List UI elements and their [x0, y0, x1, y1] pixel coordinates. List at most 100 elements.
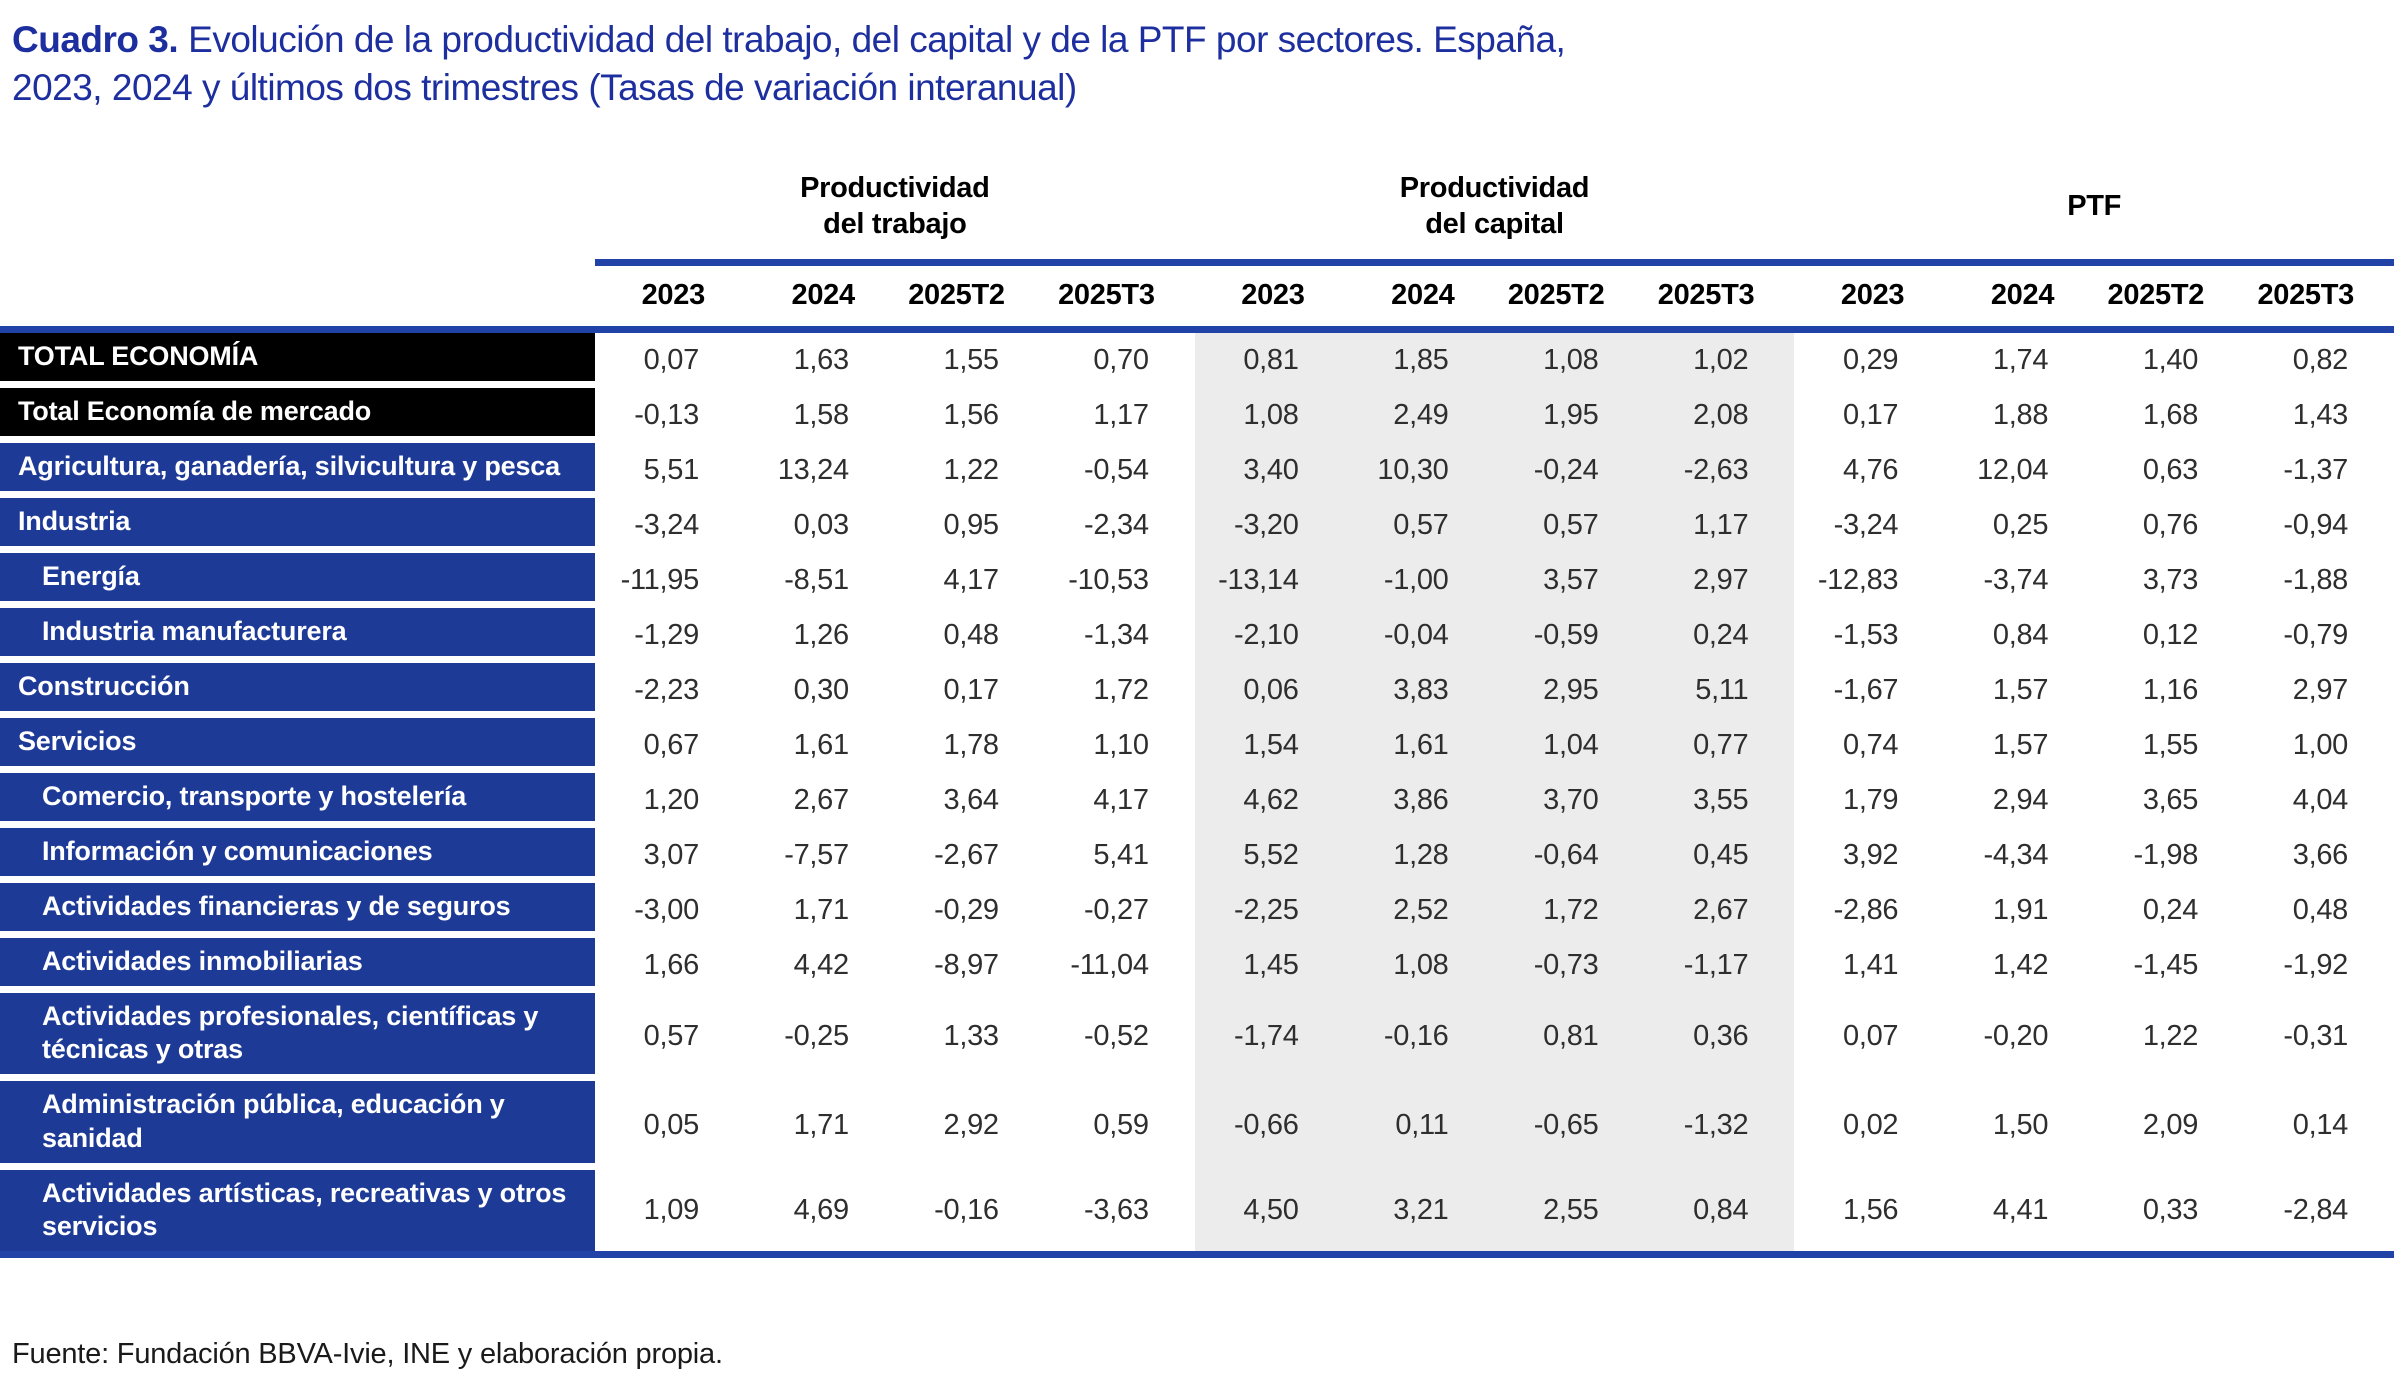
row-label-cell: TOTAL ECONOMÍA: [0, 332, 595, 388]
value-cell: -1,92: [2283, 948, 2348, 981]
value-cell: 13,24: [777, 453, 849, 486]
value-cell: 4,62: [1194, 772, 1345, 828]
value-cell: -0,29: [934, 893, 999, 926]
value-cell: -4,34: [1983, 838, 2049, 871]
row-label: Actividades financieras y de seguros: [0, 882, 595, 931]
year-column-header: 2025T3: [1657, 278, 1755, 311]
row-label: Comercio, transporte y hostelería: [0, 772, 595, 821]
row-label: Construcción: [0, 662, 595, 711]
value-cell: 1,26: [793, 618, 850, 651]
value-cell: -7,57: [784, 838, 849, 871]
value-cell: -0,25: [784, 1020, 849, 1053]
value-cell: 1,78: [943, 728, 1000, 761]
value-cell: 1,63: [793, 343, 850, 376]
value-cell: 1,74: [1992, 343, 2049, 376]
value-cell: -0,20: [1983, 1020, 2049, 1053]
value-cell: 1,88: [1992, 398, 2049, 431]
value-cell: 0,81: [1194, 332, 1345, 388]
value-cell: 0,70: [1093, 343, 1149, 376]
value-cell: 1,22: [2142, 1020, 2199, 1053]
value-cell: 1,00: [2292, 728, 2349, 761]
value-cell: 1,85: [1344, 332, 1495, 388]
value-cell: -0,54: [1084, 453, 1149, 486]
value-cell: -0,65: [1494, 1081, 1645, 1170]
value-cell: -0,79: [2283, 618, 2348, 651]
row-label: Energía: [0, 552, 595, 601]
value-cell: -0,27: [1084, 893, 1149, 926]
value-cell: 0,03: [793, 508, 850, 541]
value-cell: 1,61: [793, 728, 850, 761]
value-cell: -11,04: [1070, 948, 1149, 981]
value-cell: -0,66: [1194, 1081, 1345, 1170]
value-cell: 0,11: [1344, 1081, 1495, 1170]
row-label-cell: Actividades artísticas, recreativas y ot…: [0, 1169, 595, 1252]
column-group-row: Productividad del trabajo Productividad d…: [595, 148, 2394, 259]
value-cell: 0,82: [2292, 343, 2349, 376]
value-cell: 1,50: [1992, 1108, 2049, 1141]
value-cell: 0,24: [1644, 607, 1795, 663]
value-cell: 1,57: [1992, 728, 2049, 761]
row-label: Industria manufacturera: [0, 607, 595, 656]
value-cell: -0,94: [2283, 508, 2348, 541]
value-cell: -2,34: [1084, 508, 1149, 541]
row-label: Total Economía de mercado: [0, 387, 595, 436]
value-cell: -1,17: [1644, 937, 1795, 993]
value-cell: -0,73: [1494, 937, 1645, 993]
value-cell: 4,17: [943, 563, 1000, 596]
value-cell: -0,64: [1494, 827, 1645, 883]
value-cell: 1,02: [1644, 332, 1795, 388]
value-cell: 0,76: [2142, 508, 2199, 541]
table-row: Industria -3,24 0,03 0,95 -2,34 -3,20 0,57 0,57…: [0, 497, 2394, 553]
value-cell: 0,48: [2292, 893, 2349, 926]
value-cell: 5,41: [1093, 838, 1149, 871]
table-row: Agricultura, ganadería, silvicultura y p…: [0, 442, 2394, 498]
value-cell: -0,16: [1344, 992, 1495, 1082]
value-cell: -1,88: [2283, 563, 2348, 596]
value-cell: -13,14: [1194, 552, 1345, 608]
row-label-cell: Actividades financieras y de seguros: [0, 882, 595, 938]
value-cell: 0,57: [1344, 497, 1495, 553]
value-cell: -8,97: [934, 948, 999, 981]
value-cell: -3,20: [1194, 497, 1345, 553]
value-cell: 0,36: [1644, 992, 1795, 1082]
value-cell: 2,55: [1494, 1169, 1645, 1252]
year-column-header: 2023: [641, 278, 706, 311]
table-row: Comercio, transporte y hostelería 1,20 2,6…: [0, 772, 2394, 828]
value-cell: 0,06: [1194, 662, 1345, 718]
row-label-cell: Actividades inmobiliarias: [0, 937, 595, 993]
table-row: Energía -11,95 -8,51 4,17 -10,53 -13,14 -1,00 3…: [0, 552, 2394, 608]
value-cell: 1,04: [1494, 717, 1645, 773]
value-cell: 1,43: [2292, 398, 2349, 431]
value-cell: 12,04: [1977, 453, 2049, 486]
value-cell: 0,57: [643, 1020, 700, 1053]
header-spacer: [0, 148, 595, 326]
value-cell: 1,16: [2142, 673, 2199, 706]
value-cell: 3,21: [1344, 1169, 1495, 1252]
value-cell: 1,72: [1093, 673, 1149, 706]
value-cell: 3,73: [2142, 563, 2199, 596]
row-label-cell: Información y comunicaciones: [0, 827, 595, 883]
table-row: Actividades profesionales, científicas y…: [0, 992, 2394, 1082]
value-cell: 0,57: [1494, 497, 1645, 553]
value-cell: 0,67: [643, 728, 700, 761]
column-group-header: PTF: [1794, 170, 2394, 243]
year-column-header: 2024: [1391, 278, 1455, 311]
row-label-cell: Industria: [0, 497, 595, 553]
row-label-cell: Agricultura, ganadería, silvicultura y p…: [0, 442, 595, 498]
table-row: Total Economía de mercado -0,13 1,58 1,56 1,…: [0, 387, 2394, 443]
value-cell: 0,17: [943, 673, 1000, 706]
table-row: Actividades inmobiliarias 1,66 4,42 -8,97 -1…: [0, 937, 2394, 993]
value-cell: 1,17: [1644, 497, 1795, 553]
value-cell: 1,45: [1194, 937, 1345, 993]
value-cell: -1,53: [1833, 618, 1899, 651]
value-cell: 2,97: [1644, 552, 1795, 608]
value-cell: 0,48: [943, 618, 1000, 651]
value-cell: -3,24: [634, 508, 699, 541]
year-column-header: 2024: [1990, 278, 2055, 311]
source-note: Fuente: Fundación BBVA-Ivie, INE y elabo…: [12, 1338, 723, 1371]
row-label-cell: Industria manufacturera: [0, 607, 595, 663]
value-cell: -10,53: [1068, 563, 1149, 596]
row-label: Actividades artísticas, recreativas y ot…: [0, 1169, 595, 1252]
table-row: Administración pública, educación y sani…: [0, 1081, 2394, 1170]
value-cell: 1,61: [1344, 717, 1495, 773]
